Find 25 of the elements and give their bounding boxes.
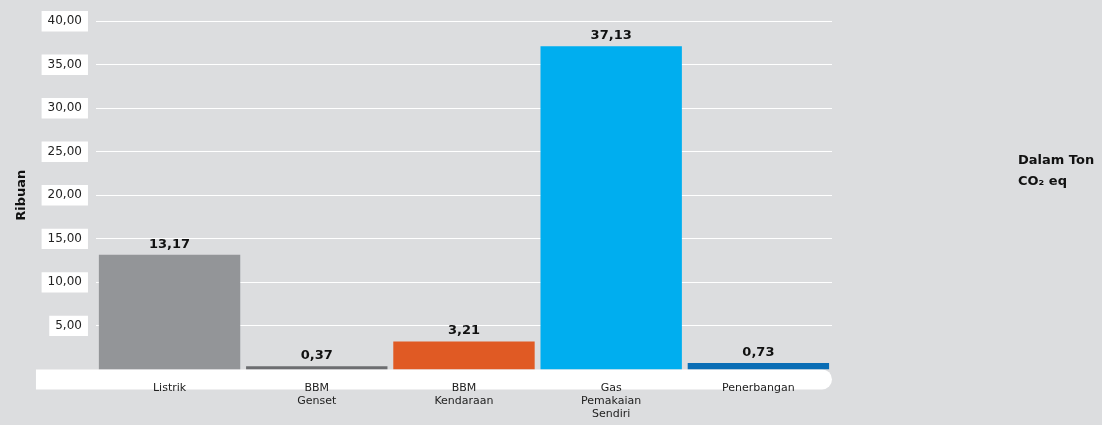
- y-tick-label: 25,00: [47, 143, 82, 158]
- y-tick-label: 5,00: [55, 318, 82, 332]
- y-tick-label: 10,00: [47, 274, 82, 289]
- bar: [540, 46, 682, 370]
- y-tick-label: 15,00: [47, 230, 82, 245]
- x-tick-label: Penerbangan: [722, 380, 795, 394]
- y-tick-label: 35,00: [47, 56, 82, 71]
- x-tick-label: BBM Genset: [297, 380, 337, 408]
- text: Dalam Ton CO₂ eq: [1018, 151, 1096, 190]
- x-tick-label: Gas Pemakaian Sendiri: [581, 380, 642, 421]
- bar: [687, 363, 830, 370]
- data-label: 0,37: [300, 347, 333, 363]
- data-label: 3,21: [447, 322, 481, 338]
- x-tick-label: BBM Kendaraan: [434, 380, 494, 408]
- data-label: 0,73: [742, 343, 775, 359]
- bar: [246, 366, 388, 370]
- y-tick-label: 40,00: [47, 13, 82, 28]
- x-tick-label: Listrik: [152, 380, 187, 394]
- data-label: 13,17: [149, 235, 191, 251]
- bar: [393, 341, 535, 370]
- y-axis-title: Ribuan: [13, 169, 29, 221]
- bar: [98, 254, 241, 370]
- data-label: 37,13: [590, 27, 632, 43]
- y-tick-label: 20,00: [47, 187, 82, 202]
- y-tick-label: 30,00: [47, 100, 82, 115]
